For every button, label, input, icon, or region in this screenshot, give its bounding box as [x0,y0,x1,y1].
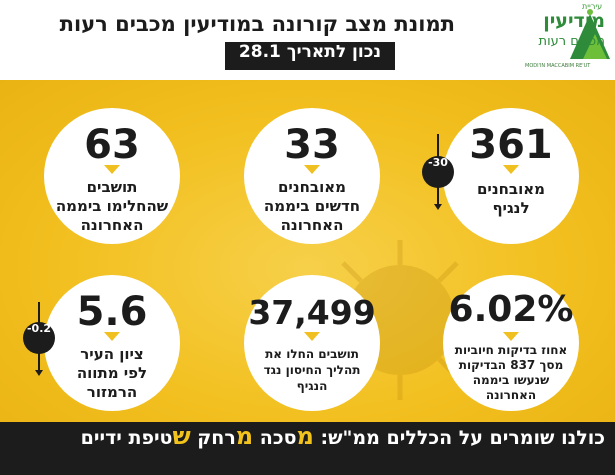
stat-city-score: 5.6 ציון העיר לפי מתווה הרמזור [44,275,180,411]
stat-label-line: מאובחנים [277,178,347,196]
stat-value: 63 [84,122,140,168]
logo-english-text: MODI'IN MACCABIM RE'UT [525,63,591,69]
footer-word-distance: רחק [197,427,236,449]
stat-label-line: ציון העיר [80,345,144,363]
stat-value: 6.02% [448,289,574,330]
stat-positive-rate: 6.02% אחוז בדיקות חיוביות מסך 837 הבדיקו… [443,275,579,411]
page-title: תמונת מצב קורונה במודיעין מכבים רעות [59,12,455,36]
footer-banner: כולנו שומרים על הכללים ממ"ש: מסכה מרחק ש… [0,422,615,475]
stat-value: 33 [284,122,340,168]
stat-label-line: מסך 837 הבדיקות [458,358,564,372]
stat-label-line: תהליך החיסון נגד [263,363,361,377]
change-badge: -30 [422,156,454,188]
pointer-triangle [104,165,120,174]
footer-letter-mask: מ [296,422,314,450]
stat-label-line: הרמזור [86,383,138,401]
stat-label-line: הנגיף [296,379,328,393]
logo-top-text: עיריית [582,2,603,11]
footer-word-mask: סכה [259,427,297,449]
stat-diagnosed: 361 מאובחנים לנגיף [443,108,579,244]
date-badge: נכון לתאריך 28.1 [225,42,395,70]
stat-label-line: תושבים החלו את [265,347,359,361]
footer-letter-distance: מ [235,422,254,450]
stat-value: 361 [469,122,553,168]
down-arrow-icon [35,370,43,376]
footer-letter-hygiene: ש [172,422,191,450]
stat-label-line: שנעשו ביממה [472,373,550,387]
stat-label-line: לנגיף [492,199,530,217]
stat-label-line: האחרונה [485,388,537,402]
stat-label-line: האחרונה [80,216,144,234]
pointer-triangle [304,165,320,174]
stat-vaccinated: 37,499 תושבים החלו את תהליך החיסון נגד ה… [244,275,380,411]
pointer-triangle [503,165,519,174]
stat-label-line: האחרונה [280,216,344,234]
logo-main-text: מודיעין [543,10,605,32]
pointer-triangle [304,332,320,341]
stat-label-line: שהחלימו ביממה [55,197,169,215]
stat-recovered: 63 תושבים שהחלימו ביממה האחרונה [44,108,180,244]
stat-label-line: חדשים ביממה [263,197,361,215]
pointer-triangle [104,332,120,341]
city-logo [570,9,610,59]
stat-label-line: אחוז בדיקות חיוביות [454,343,568,357]
stat-new-diagnosed: 33 מאובחנים חדשים ביממה האחרונה [244,108,380,244]
down-arrow-icon [434,204,442,210]
footer-word-hygiene: טיפת ידיים [80,427,173,449]
stat-label-line: לפי מתווה [76,364,148,382]
stat-label-line: מאובחנים [476,180,546,198]
logo-sub-text: מכבים רעות [538,34,605,49]
change-badge: -0.2 [23,322,55,354]
pointer-triangle [503,332,519,341]
footer-intro: כולנו שומרים על הכללים ממ"ש: [320,427,606,449]
stat-value: 37,499 [248,293,376,332]
stat-value: 5.6 [76,289,148,335]
stat-label-line: תושבים [86,178,138,196]
